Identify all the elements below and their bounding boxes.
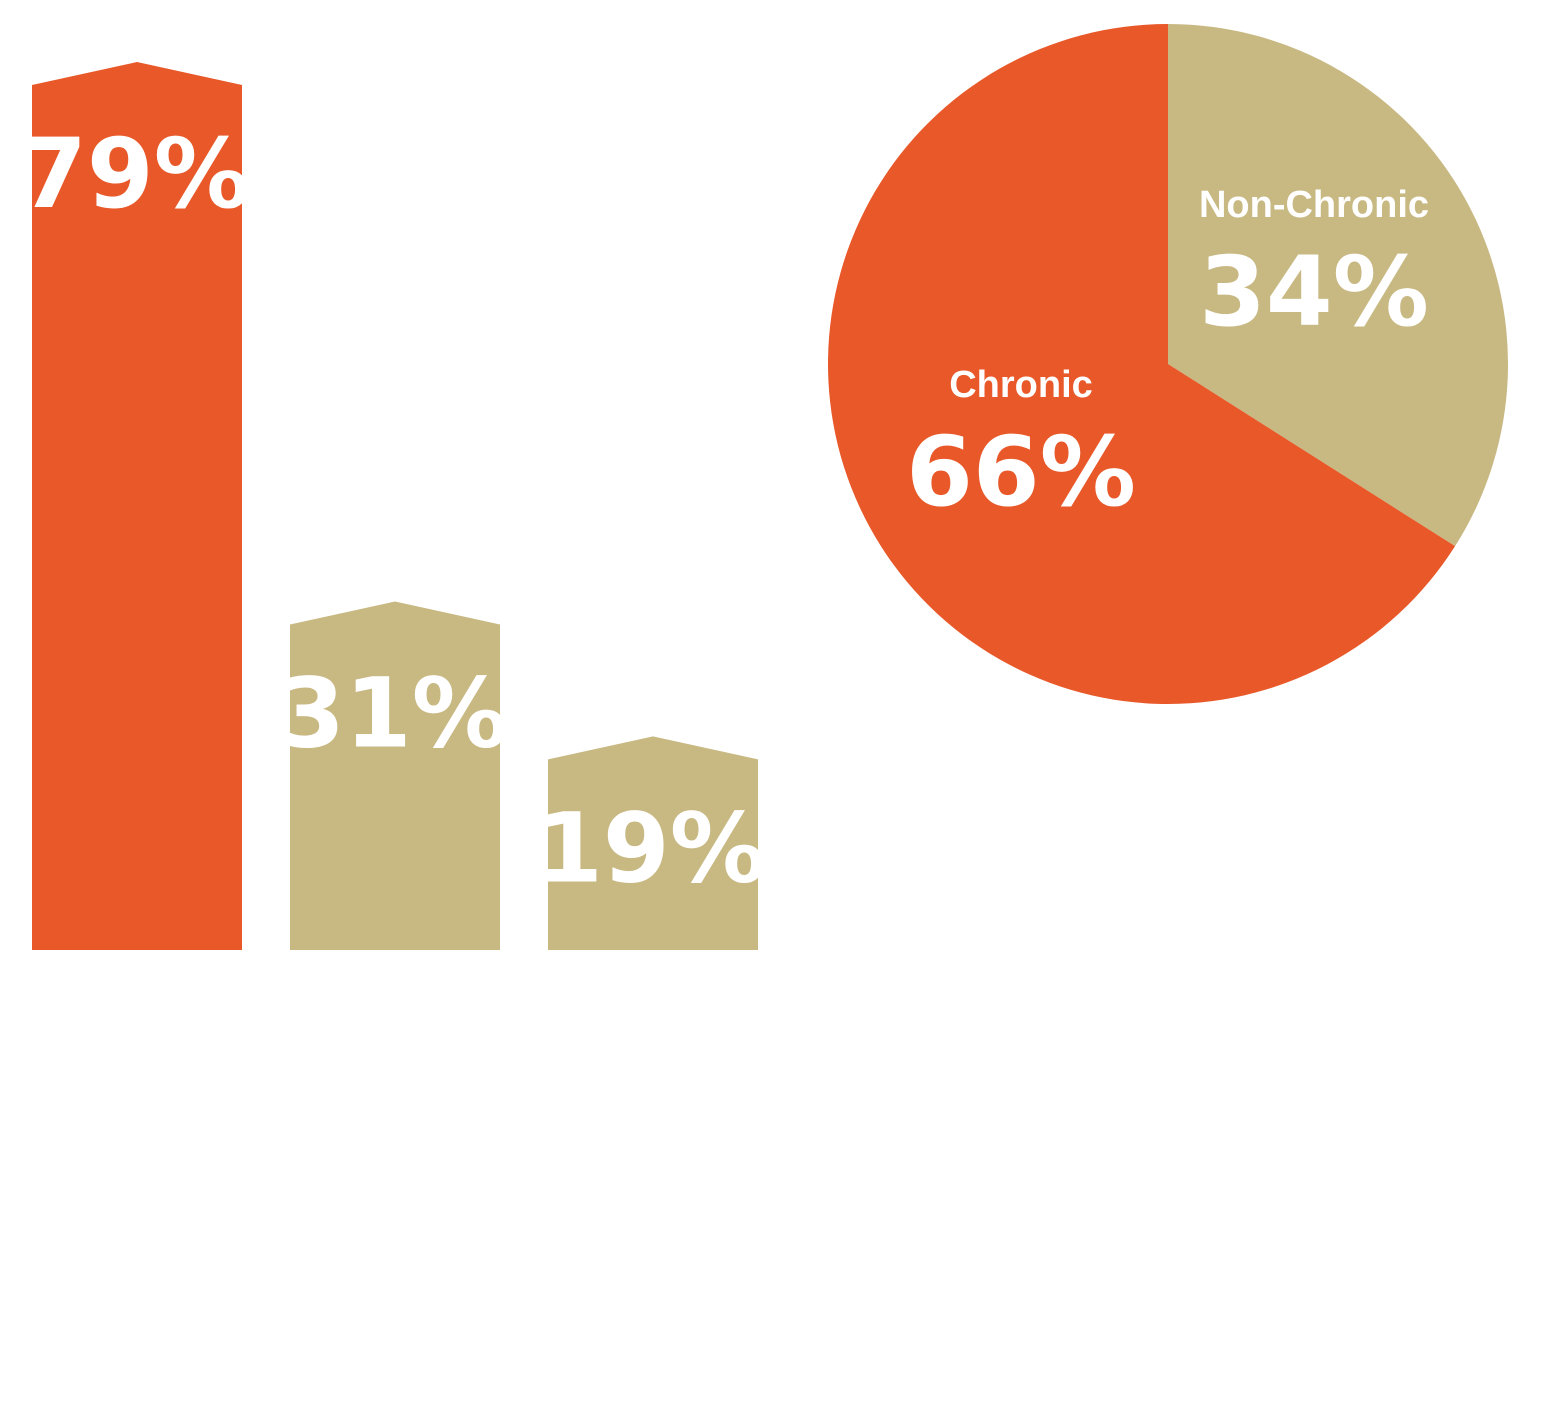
bar-value-label: 79% — [20, 118, 250, 230]
bar-2 — [290, 601, 500, 950]
pie-slice-name-label: Non-Chronic — [1199, 184, 1429, 226]
pie-slice-value-label: 34% — [1199, 236, 1429, 348]
bar-value-label: 19% — [536, 792, 766, 904]
bar-chart: 79% 31%19% — [20, 62, 766, 950]
pie-slice-chronic — [827, 24, 1456, 704]
pie-slice-value-label: 66% — [906, 416, 1136, 528]
pie-slice-name-label: Chronic — [949, 364, 1093, 406]
bar-1 — [32, 62, 242, 950]
bar-value-label: 31% — [278, 658, 508, 770]
bar-3 — [548, 736, 758, 950]
pie-slice-non-chronic — [1168, 24, 1508, 547]
pie-chart: Non-Chronic 34% Chronic 66% — [827, 24, 1508, 704]
